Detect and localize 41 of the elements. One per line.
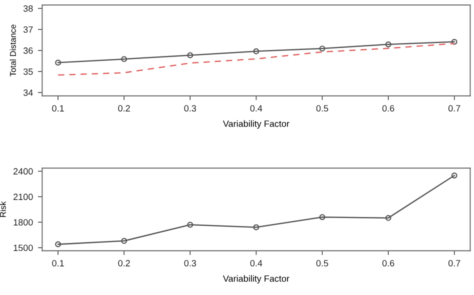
x-tick-label: 0.2 [118, 105, 130, 112]
x-tick-label: 0.6 [382, 260, 394, 266]
y-axis-title: Risk [0, 201, 6, 217]
y-tick-label: 2400 [14, 168, 33, 175]
y-axis-title: Total Distance [10, 24, 16, 76]
x-tick-label: 0.7 [448, 105, 460, 112]
x-tick-label: 0.3 [184, 105, 196, 112]
point [121, 238, 128, 244]
point [55, 241, 62, 248]
y-tick-label: 36 [23, 47, 33, 54]
y-tick-label: 2100 [14, 194, 33, 200]
point [319, 46, 326, 52]
x-tick-label: 0.1 [52, 105, 64, 112]
x-axis-title: Variability Factor [222, 275, 290, 284]
x-tick-label: 0.2 [118, 260, 130, 266]
x-tick-label: 0.4 [250, 105, 262, 112]
point [187, 222, 194, 228]
point [55, 60, 62, 66]
x-tick-label: 0.5 [316, 260, 328, 266]
x-tick-label: 0.1 [52, 260, 64, 266]
x-tick-label: 0.3 [184, 260, 196, 266]
x-axis-title: Variability Factor [222, 120, 290, 129]
x-tick-label: 0.5 [316, 105, 328, 112]
y-tick-label: 1800 [14, 219, 33, 226]
point [187, 52, 194, 58]
point [385, 214, 392, 221]
y-tick-label: 35 [23, 68, 33, 75]
point [451, 172, 458, 178]
point [319, 214, 326, 220]
point [253, 48, 260, 54]
y-tick-label: 37 [23, 26, 33, 33]
x-tick-label: 0.7 [448, 260, 460, 266]
x-tick-label: 0.4 [250, 260, 262, 266]
point [121, 56, 128, 62]
x-tick-label: 0.6 [382, 105, 394, 112]
point [451, 38, 458, 45]
y-tick-label: 38 [23, 5, 33, 12]
point [385, 41, 392, 48]
y-tick-label: 1500 [14, 244, 33, 252]
y-tick-label: 34 [23, 89, 33, 96]
point [253, 224, 260, 230]
